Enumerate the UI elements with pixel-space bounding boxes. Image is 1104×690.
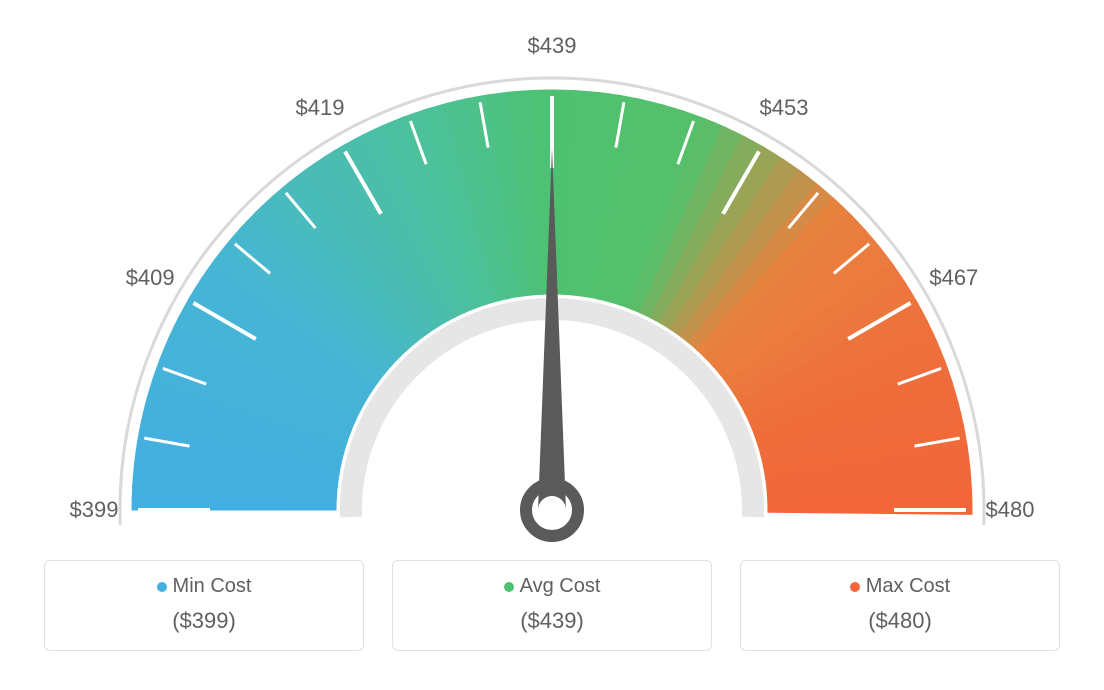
legend-dot-min [157,582,167,592]
gauge-tick-label: $480 [986,497,1035,522]
legend-row: Min Cost ($399) Avg Cost ($439) Max Cost… [0,560,1104,651]
gauge-chart: $399 $409 $419 $439 $453 $467 $480 [0,0,1104,560]
legend-value: ($480) [751,608,1049,634]
legend-dot-max [850,582,860,592]
gauge-tick-label: $439 [528,33,577,58]
legend-label: Max Cost [751,575,1049,598]
gauge-tick-label: $399 [70,497,119,522]
legend-label: Avg Cost [403,575,701,598]
legend-card-max: Max Cost ($480) [740,560,1060,651]
gauge-tick-label: $409 [126,265,175,290]
legend-value: ($439) [403,608,701,634]
legend-label: Min Cost [55,575,353,598]
legend-label-text: Min Cost [173,575,252,597]
gauge-tick-label: $467 [929,265,978,290]
legend-label-text: Avg Cost [520,575,601,597]
legend-label-text: Max Cost [866,575,950,597]
gauge-tick-label: $419 [296,95,345,120]
gauge-needle-hub-inner [538,496,566,524]
legend-card-avg: Avg Cost ($439) [392,560,712,651]
gauge-svg: $399 $409 $419 $439 $453 $467 $480 [0,0,1104,560]
legend-card-min: Min Cost ($399) [44,560,364,651]
legend-dot-avg [504,582,514,592]
legend-value: ($399) [55,608,353,634]
gauge-tick-label: $453 [760,95,809,120]
